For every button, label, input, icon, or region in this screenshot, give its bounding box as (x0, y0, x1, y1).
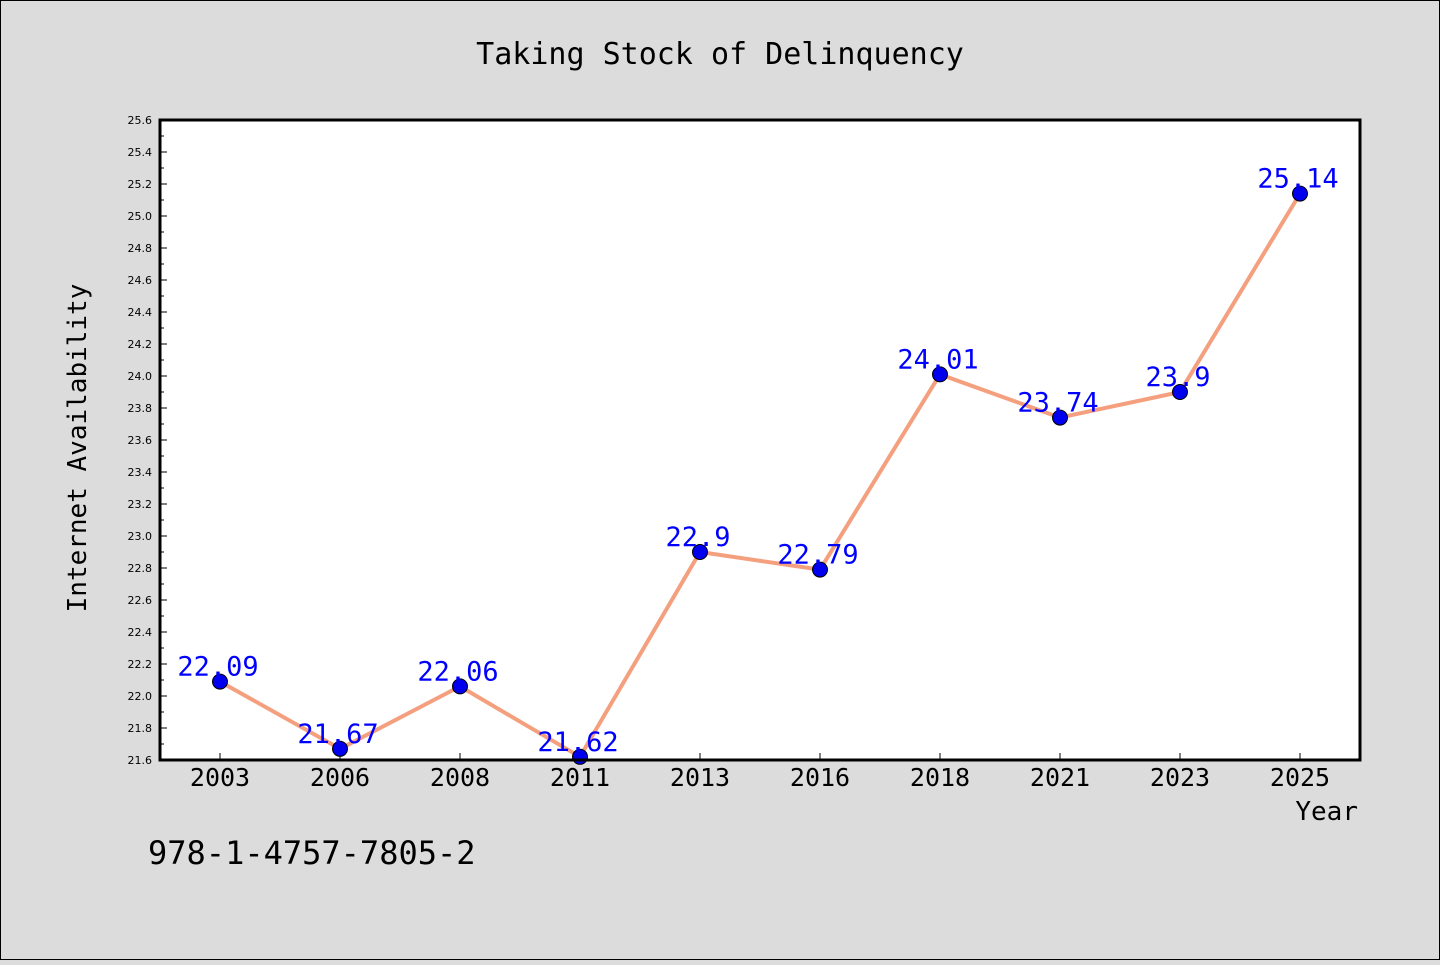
x-tick-label: 2025 (1270, 763, 1330, 792)
y-tick-label: 22.8 (128, 562, 153, 575)
y-tick-label: 25.4 (128, 146, 153, 159)
y-tick-label: 21.8 (128, 722, 153, 735)
y-axis-label: Internet Availability (63, 284, 93, 613)
y-tick-label: 22.4 (128, 626, 153, 639)
data-point-marker (1172, 384, 1188, 400)
data-label: 21.62 (537, 727, 618, 758)
data-point-marker (932, 366, 948, 383)
data-label: 24.01 (897, 344, 978, 375)
y-tick-label: 22.6 (128, 594, 153, 607)
y-tick-label: 25.0 (128, 210, 153, 223)
y-tick-label: 23.0 (128, 530, 153, 543)
data-point-marker (212, 673, 228, 690)
y-tick-label: 23.4 (128, 466, 153, 479)
data-label: 21.67 (297, 719, 378, 750)
plot-area (160, 120, 1360, 760)
y-tick-label: 21.6 (128, 754, 153, 767)
x-tick-label: 2016 (790, 763, 850, 792)
x-tick-label: 2013 (670, 763, 730, 792)
data-point-marker (332, 740, 348, 757)
y-tick-label: 24.8 (128, 242, 153, 255)
data-label: 22.79 (777, 540, 858, 571)
data-label: 22.9 (665, 522, 730, 553)
chart-title: Taking Stock of Delinquency (476, 37, 964, 72)
x-tick-label: 2021 (1030, 763, 1090, 792)
y-tick-label: 22.0 (128, 690, 153, 703)
data-label: 22.09 (177, 652, 258, 683)
data-labels-layer: 22.09 21.67 22.06 21.62 22.9 22.79 24.01 23.74 2… (177, 164, 1338, 758)
y-tick-label: 24.2 (128, 338, 153, 351)
plot-frame (158, 118, 1362, 762)
x-tick-label: 2008 (430, 763, 490, 792)
y-tick-label: 24.0 (128, 370, 153, 383)
data-label: 23.9 (1145, 362, 1210, 393)
x-axis-label: Year (1295, 797, 1358, 827)
y-tick-label: 22.2 (128, 658, 153, 671)
y-tick-label: 23.8 (128, 402, 153, 415)
x-tick-label: 2023 (1150, 763, 1210, 792)
x-tick-label: 2003 (190, 763, 250, 792)
data-point-marker (812, 561, 828, 578)
y-tick-label: 23.6 (128, 434, 153, 447)
data-point-marker (452, 678, 468, 695)
y-tick-label: 25.6 (128, 114, 153, 127)
y-tick-label: 24.4 (128, 306, 153, 319)
data-point-marker (692, 544, 708, 560)
x-axis: 2003 2006 2008 2011 2013 2016 2018 2021 2023 2025 (190, 753, 1330, 792)
x-tick-label: 2018 (910, 763, 970, 792)
x-tick-label: 2011 (550, 763, 610, 792)
data-label: 23.74 (1017, 388, 1098, 419)
y-tick-label: 23.2 (128, 498, 153, 511)
x-tick-label: 2006 (310, 763, 370, 792)
y-tick-label: 25.2 (128, 178, 153, 191)
isbn-text: 978-1-4757-7805-2 (148, 834, 476, 872)
data-label: 25.14 (1257, 164, 1338, 195)
data-label: 22.06 (417, 656, 498, 687)
data-point-marker (1052, 409, 1068, 426)
series-line (219, 192, 1302, 759)
y-tick-label: 24.6 (128, 274, 153, 287)
data-point-marker (1292, 185, 1308, 202)
